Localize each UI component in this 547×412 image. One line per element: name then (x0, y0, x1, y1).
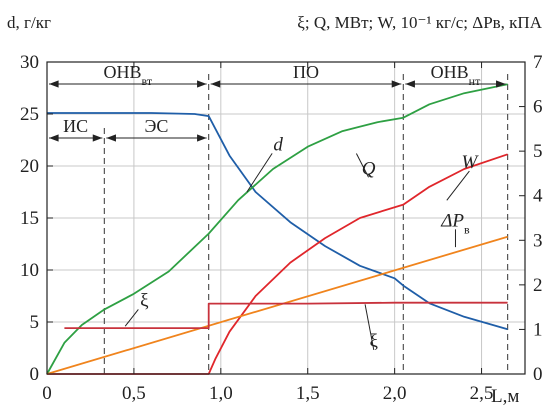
zone-label-subscript: вт (142, 74, 153, 88)
zone-label: ЭС (145, 116, 169, 136)
y-right-tick-label: 4 (533, 186, 543, 207)
series-line-d (47, 112, 508, 331)
axes (46, 61, 526, 375)
y-right-tick-label: 1 (533, 319, 543, 340)
zone-label: ИС (63, 116, 88, 136)
x-tick-label: 2,0 (383, 383, 407, 404)
y-right-tick-label: 5 (533, 141, 543, 162)
curve-label-leader (364, 304, 375, 351)
y-right-tick-label: 7 (533, 52, 543, 73)
arrow-head (197, 134, 207, 142)
arrow-head (49, 80, 59, 88)
series-line-dpv (46, 235, 508, 375)
y-left-tick-label: 0 (30, 364, 40, 385)
y-left-tick-label: 30 (20, 52, 39, 73)
y-right-tick-label: 2 (533, 275, 543, 296)
curve-label-leader (246, 153, 273, 193)
arrow-head (496, 80, 506, 88)
arrow-head (210, 80, 221, 88)
labels: 0 0,5 1,0 1,5 2,0 2,505101520253001234567ОНВв… (20, 52, 543, 404)
arrow-head (106, 134, 116, 142)
y-left-tick-label: 20 (20, 156, 39, 177)
x-tick-label: 0,5 (122, 383, 146, 404)
curve-label-leader (124, 309, 139, 327)
x-tick-label: 1,0 (209, 383, 233, 404)
y-right-tick-label: 0 (533, 364, 543, 385)
curve-label: ξ (140, 290, 149, 311)
curve-label: W (461, 152, 479, 173)
zone-label: ПО (293, 62, 319, 82)
x-axis-label: L,м (491, 386, 519, 407)
y-left-tick-label: 10 (20, 260, 39, 281)
curve-label: d (273, 134, 283, 155)
arrow-head (405, 80, 415, 88)
y-left-tick-label: 15 (20, 208, 39, 229)
curve-label-leader (446, 170, 470, 201)
grid (47, 62, 525, 374)
y-left-tick-label: 25 (20, 104, 39, 125)
curve-label-leader (355, 153, 370, 178)
series-lines (46, 83, 508, 375)
arrow-head (49, 134, 59, 142)
x-tick-label: 1,5 (296, 383, 320, 404)
x-tick-label: 0 (42, 383, 52, 404)
left-axis-label: d, г/кг (7, 13, 51, 32)
y-right-tick-label: 6 (533, 97, 543, 118)
y-left-tick-label: 5 (30, 312, 40, 333)
series-line-xi (64, 301, 508, 330)
zone-label-subscript: нт (469, 74, 481, 88)
y-right-tick-label: 3 (533, 230, 543, 251)
curve-label-subscript: в (464, 222, 470, 236)
arrow-head (92, 134, 103, 142)
right-axis-label: ξ; Q, МВт; W, 10⁻¹ кг/с; ΔPв, кПА (297, 13, 542, 32)
series-line-q (46, 83, 508, 375)
arrow-head (197, 80, 207, 88)
curve-label: Q (362, 158, 376, 179)
curve-label: ξ (370, 331, 379, 352)
arrow-head (391, 80, 402, 88)
series-line-w (47, 153, 508, 375)
x-tick-label: 2,5 (470, 383, 494, 404)
